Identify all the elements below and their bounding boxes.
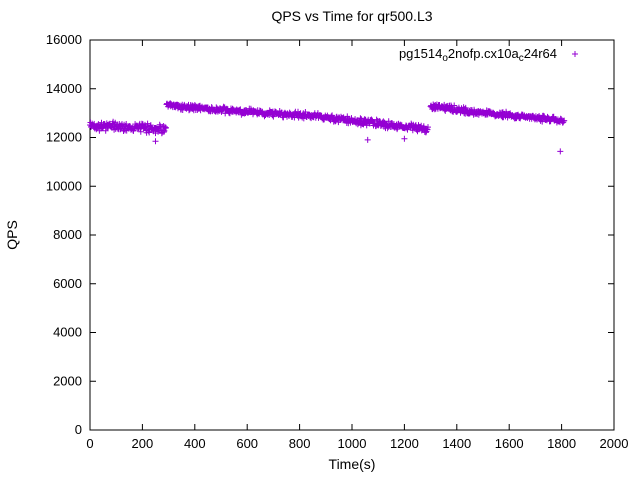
x-tick-label: 800 [289, 436, 311, 451]
x-tick-label: 1600 [495, 436, 524, 451]
y-tick-label: 8000 [53, 227, 82, 242]
legend-label-part: 2nofp.cx10a [448, 46, 520, 61]
y-tick-label: 4000 [53, 325, 82, 340]
legend-label: pg1514o2nofp.cx10ac24r64 [399, 46, 557, 64]
y-tick-label: 12000 [46, 130, 82, 145]
x-tick-label: 1400 [442, 436, 471, 451]
x-tick-label: 1800 [547, 436, 576, 451]
data-points-layer [87, 100, 568, 155]
y-tick-label: 16000 [46, 32, 82, 47]
x-tick-label: 200 [132, 436, 154, 451]
x-tick-label: 400 [184, 436, 206, 451]
plot-border [89, 39, 615, 431]
legend: pg1514o2nofp.cx10ac24r64 [399, 46, 578, 64]
x-axis-label: Time(s) [329, 456, 376, 472]
y-tick-label: 10000 [46, 178, 82, 193]
chart-title: QPS vs Time for qr500.L3 [271, 8, 432, 24]
x-tick-label: 2000 [600, 436, 629, 451]
y-tick-label: 2000 [53, 373, 82, 388]
x-tick-label: 1000 [338, 436, 367, 451]
x-tick-label: 600 [236, 436, 258, 451]
scatter-points-pg1514_o2nofp.cx10a_c24r64 [87, 100, 568, 155]
y-tick-label: 14000 [46, 81, 82, 96]
legend-label-subscript: o [442, 53, 448, 64]
legend-label-subscript: c [519, 53, 524, 64]
y-axis-label: QPS [4, 220, 20, 250]
y-tick-label: 0 [75, 422, 82, 437]
y-tick-label: 6000 [53, 276, 82, 291]
legend-marker-plus [572, 51, 578, 57]
legend-label-part: pg1514 [399, 46, 442, 61]
x-tick-label: 0 [86, 436, 93, 451]
axes: 0 200 400 600 800 1000 1200 1400 1600 1800 2000 0 20… [46, 32, 629, 451]
x-tick-label: 1200 [390, 436, 419, 451]
legend-label-part: 24r64 [524, 46, 557, 61]
